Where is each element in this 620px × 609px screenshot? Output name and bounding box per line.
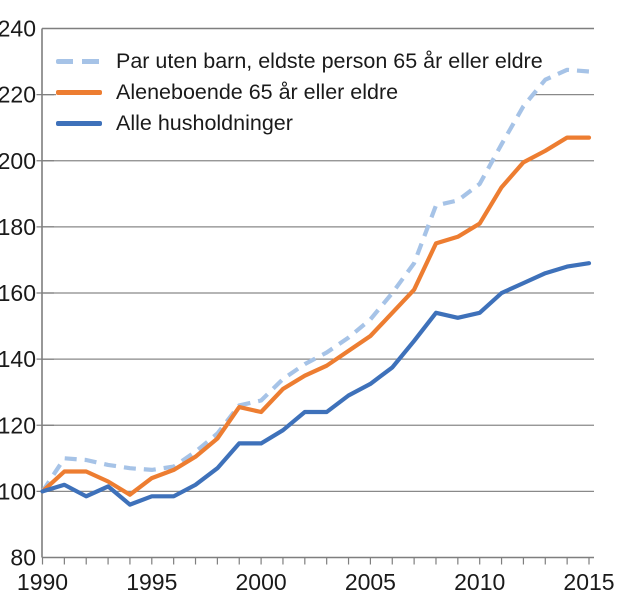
legend-item-aleneboende: Aleneboende 65 år eller eldre (56, 77, 543, 108)
x-tick-label: 1995 (126, 569, 177, 595)
y-tick-label: 220 (0, 82, 36, 108)
chart-legend: Par uten barn, eldste person 65 år eller… (56, 46, 543, 139)
x-tick-label: 1990 (17, 569, 68, 595)
series-line-aleneboende-65 (40, 135, 592, 497)
y-tick-label: 200 (0, 148, 36, 174)
x-tick-label: 2000 (236, 569, 287, 595)
legend-swatch-blue-line (56, 121, 102, 126)
y-tick-label: 180 (0, 214, 36, 240)
y-tick-label: 240 (0, 16, 36, 42)
series-line-par-uten-barn-65 (40, 67, 590, 493)
legend-item-alle-husholdninger: Alle husholdninger (56, 108, 543, 139)
y-tick-label: 120 (0, 412, 36, 438)
series-line-alle-husholdninger (40, 261, 592, 507)
x-tick-label: 2010 (454, 569, 505, 595)
legend-swatch-dashed-line (56, 59, 102, 64)
x-tick-label: 2015 (563, 569, 614, 595)
y-tick-label: 80 (10, 545, 36, 571)
x-tick-label: 2005 (345, 569, 396, 595)
legend-label: Par uten barn, eldste person 65 år eller… (116, 49, 543, 73)
legend-label: Alle husholdninger (116, 111, 293, 135)
y-tick-label: 160 (0, 280, 36, 306)
legend-swatch-orange-line (56, 90, 102, 95)
legend-label: Aleneboende 65 år eller eldre (116, 80, 399, 104)
legend-item-par-uten-barn: Par uten barn, eldste person 65 år eller… (56, 46, 543, 77)
y-tick-label: 100 (0, 478, 36, 504)
legend-background (56, 44, 532, 141)
y-tick-label: 140 (0, 346, 36, 372)
